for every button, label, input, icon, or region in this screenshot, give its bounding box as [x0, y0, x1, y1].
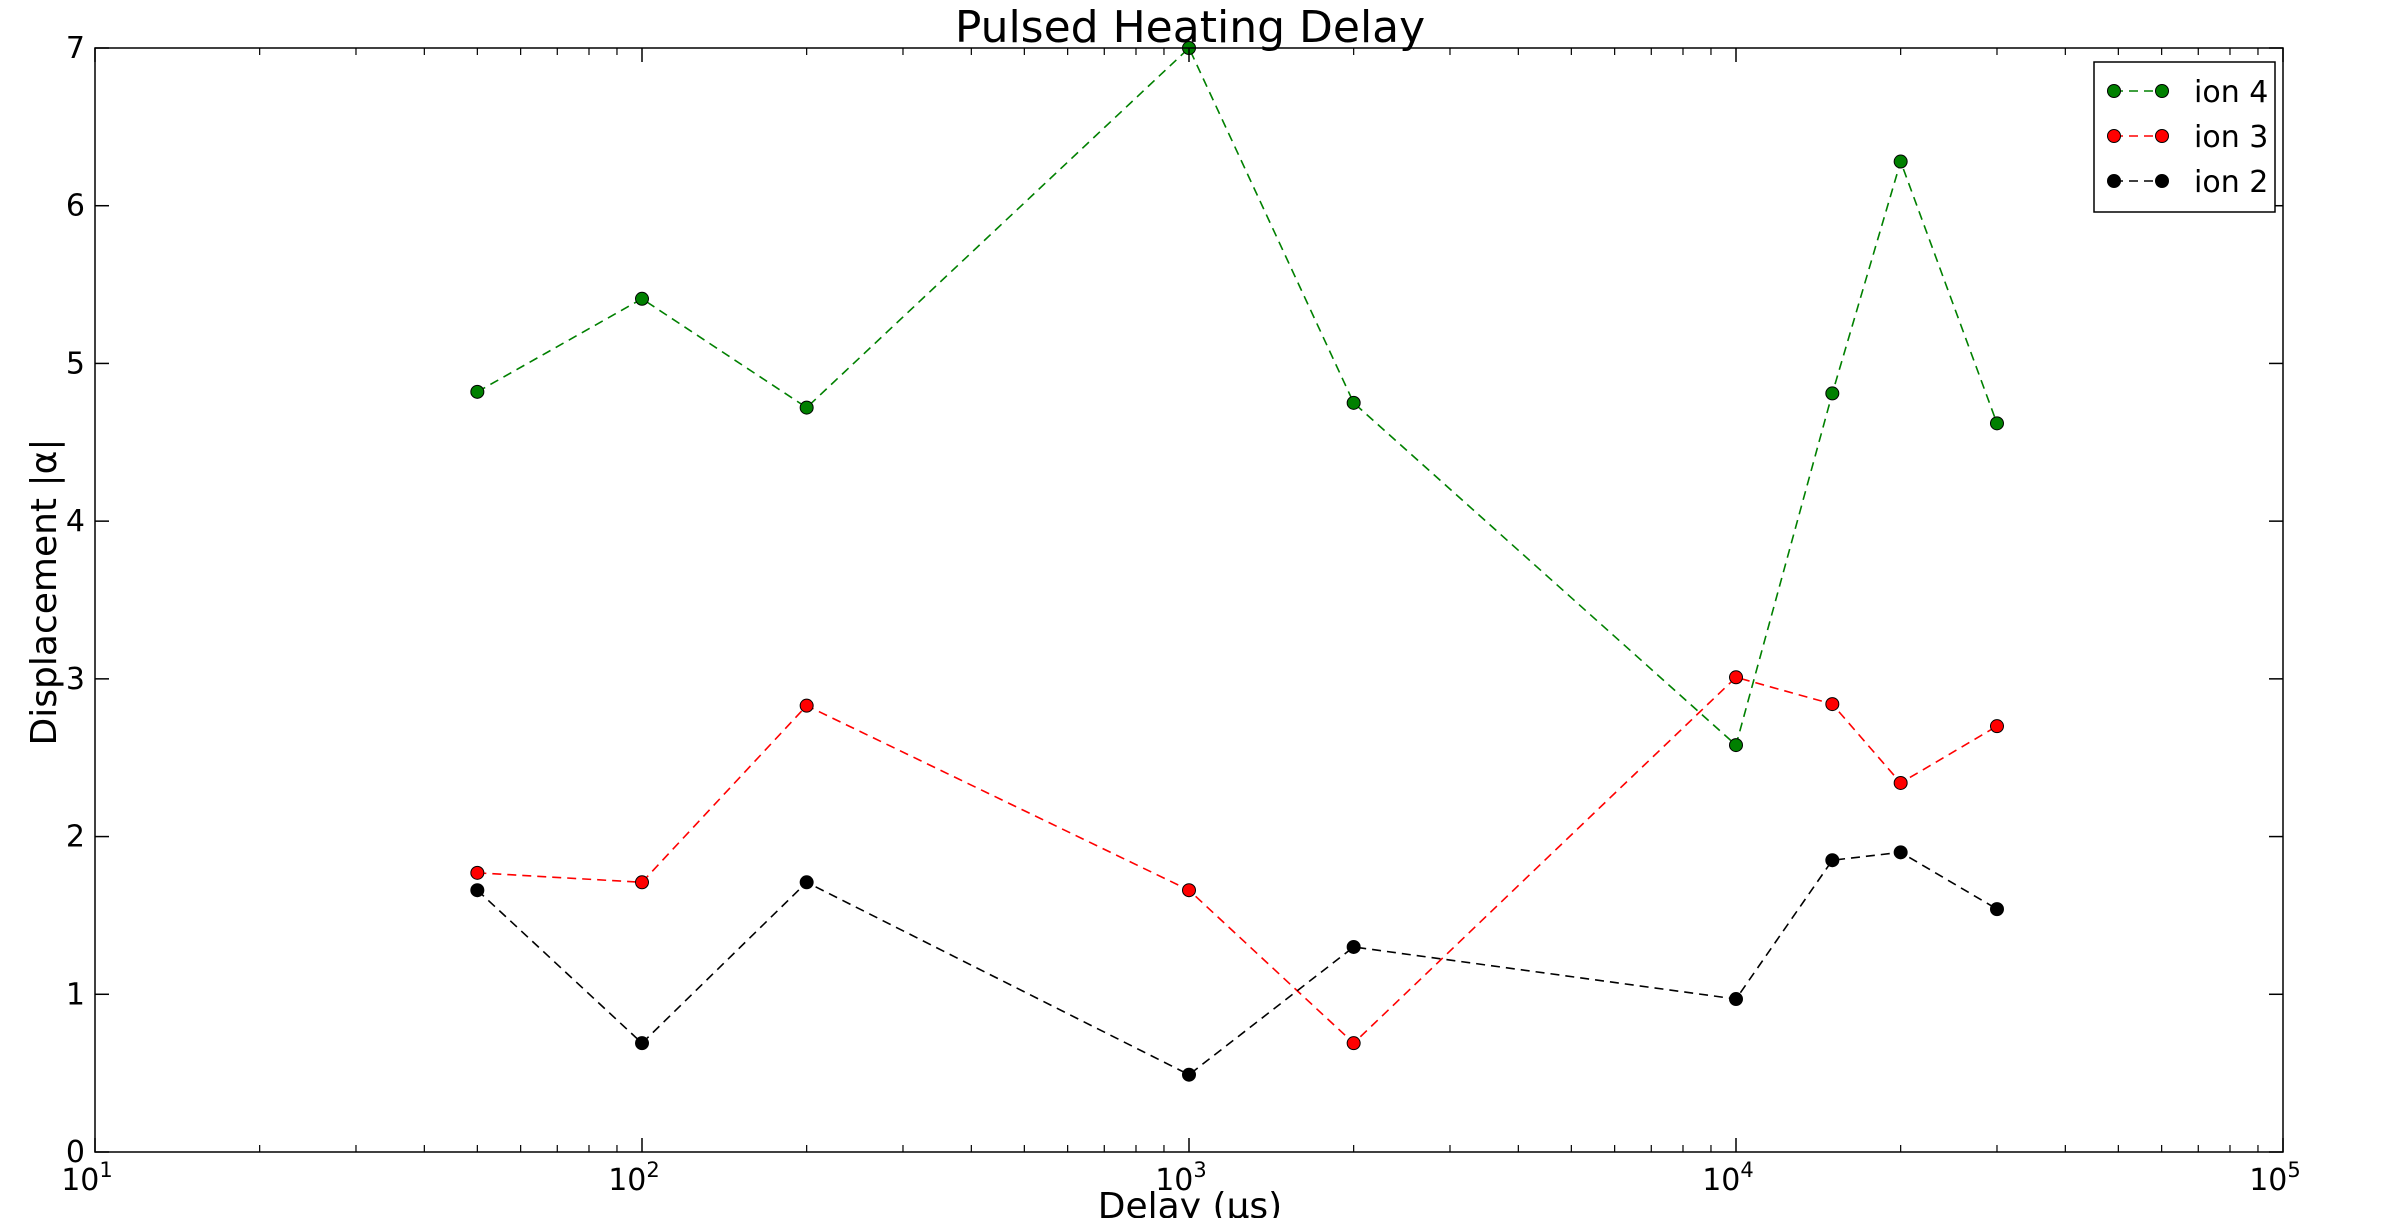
y-tick-label: 1	[66, 977, 85, 1012]
y-tick-label: 4	[66, 504, 85, 539]
plot-frame	[94, 47, 2284, 1153]
data-point	[1825, 853, 1840, 868]
data-point	[470, 384, 485, 399]
data-point	[1989, 416, 2004, 431]
y-tick-label: 0	[66, 1135, 85, 1170]
y-axis-title: Displacement |α|	[24, 439, 65, 746]
legend: ion 4 ion 3 ion 2	[2093, 61, 2276, 213]
y-tick-label: 2	[66, 820, 85, 855]
data-point	[1893, 775, 1908, 790]
series-line-2	[477, 676, 1998, 1045]
x-tick-label: 103	[1155, 1158, 1207, 1198]
y-tick-label: 7	[66, 31, 85, 66]
legend-marker	[2155, 84, 2169, 98]
legend-label: ion 2	[2194, 165, 2268, 200]
data-point	[799, 875, 814, 890]
data-point	[1346, 395, 1361, 410]
y-tick-label: 5	[66, 346, 85, 381]
data-point	[1346, 939, 1361, 954]
data-point	[799, 400, 814, 415]
y-tick-label: 6	[66, 189, 85, 224]
data-point	[1729, 670, 1743, 685]
x-tick-label: 105	[2249, 1158, 2301, 1198]
data-point	[1893, 845, 1908, 860]
legend-marker	[2107, 84, 2121, 98]
axis-ticks: 0 1 2 3 4 5 6 7 101 102 103 104 105	[61, 31, 2301, 1198]
plot-area	[470, 41, 2004, 1082]
data-point	[1825, 697, 1840, 712]
series-line-1	[476, 46, 1998, 747]
legend-marker	[2155, 129, 2169, 143]
x-axis-title: Delay (μs)	[1098, 1186, 1282, 1218]
data-point	[799, 698, 814, 713]
legend-marker	[2107, 129, 2121, 143]
data-point	[635, 1036, 649, 1051]
x-tick-label: 102	[608, 1158, 660, 1198]
data-point	[635, 291, 649, 306]
legend-marker	[2155, 174, 2169, 188]
data-point	[1989, 719, 2004, 734]
data-point	[1182, 1067, 1196, 1082]
data-point	[470, 865, 485, 880]
data-point	[1729, 738, 1743, 753]
data-point	[1346, 1036, 1361, 1051]
data-point	[1825, 386, 1840, 401]
legend-label: ion 4	[2194, 75, 2268, 110]
legend-box	[2093, 61, 2276, 213]
x-tick-label: 101	[61, 1158, 113, 1198]
legend-marker	[2107, 174, 2121, 188]
data-point	[470, 883, 485, 898]
series-line-3	[476, 851, 1998, 1076]
data-point	[635, 875, 649, 890]
data-point	[1893, 154, 1908, 169]
data-point	[1729, 992, 1743, 1007]
data-point	[1989, 902, 2004, 917]
legend-label: ion 3	[2194, 120, 2268, 155]
data-point	[1182, 883, 1196, 898]
x-tick-label: 104	[1702, 1158, 1754, 1198]
y-tick-label: 3	[66, 662, 85, 697]
